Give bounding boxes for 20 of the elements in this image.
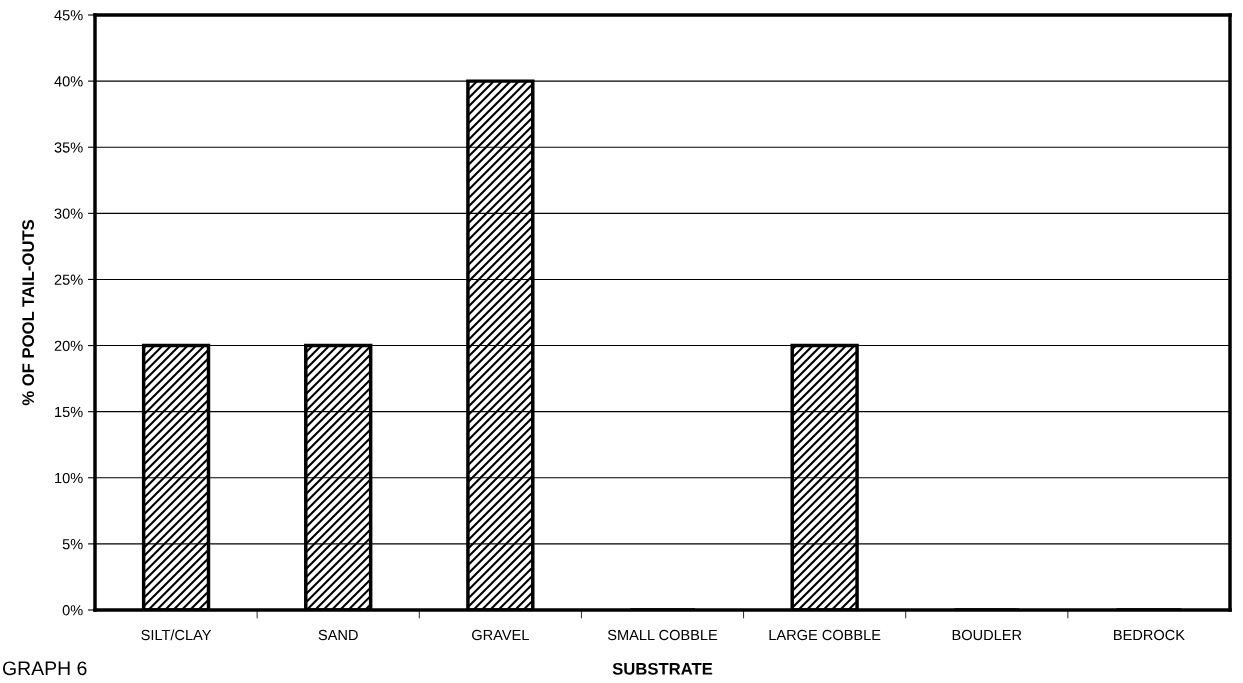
x-tick-label: GRAVEL <box>472 629 529 641</box>
x-tick-label: SAND <box>318 629 358 641</box>
caption: GRAPH 6 <box>2 661 87 676</box>
y-tick-label: 10% <box>55 472 83 484</box>
y-tick-label: 25% <box>54 274 83 285</box>
y-tick-label: 45% <box>54 10 83 21</box>
x-tick-label: SILT/CLAY <box>141 629 212 641</box>
y-tick-label: 40% <box>54 76 83 87</box>
x-tick-label: SMALL COBBLE <box>607 629 718 641</box>
y-tick-label: 20% <box>54 340 83 351</box>
y-tick-label: 15% <box>55 406 83 418</box>
y-axis-title: % OF POOL TAIL-OUTS <box>22 219 35 406</box>
x-axis-title: SUBSTRATE <box>612 662 713 675</box>
x-tick-label: LARGE COBBLE <box>769 629 881 641</box>
y-tick-label: 0% <box>62 605 83 616</box>
y-tick-label: 30% <box>54 208 83 219</box>
x-tick-label: BOUDLER <box>952 629 1022 641</box>
y-tick-label: 35% <box>54 142 83 153</box>
y-tick-label: 5% <box>62 539 83 550</box>
x-tick-label: BEDROCK <box>1114 629 1185 641</box>
